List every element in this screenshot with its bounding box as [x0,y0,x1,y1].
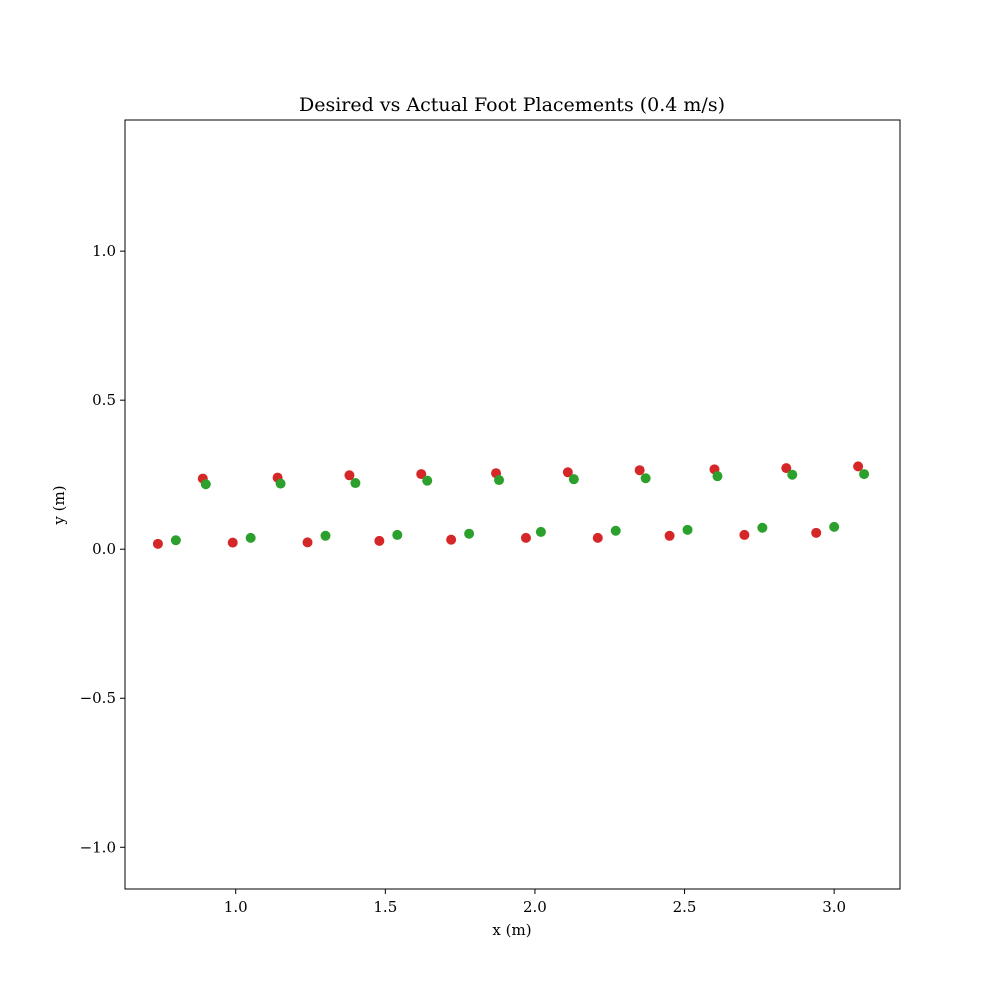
data-point [170,535,181,546]
data-point [520,532,531,543]
x-axis: 1.0 1.5 2.0 2.5 3.0 [224,889,846,916]
y-tick-label: 1.0 [92,242,116,260]
data-point [535,526,546,537]
data-point [446,534,457,545]
data-point [320,530,331,541]
x-tick-label: 1.5 [373,898,397,916]
y-axis: −1.0 −0.5 0.0 0.5 1.0 [80,242,125,856]
data-point [859,469,870,480]
data-point [302,537,313,548]
plot-area [152,461,870,549]
data-point [739,529,750,540]
data-point [200,479,211,490]
data-point [344,470,355,481]
x-axis-label: x (m) [492,921,531,939]
data-point [568,474,579,485]
x-tick-label: 2.0 [523,898,547,916]
data-point [634,465,645,476]
x-tick-label: 2.5 [673,898,697,916]
series-1 [152,461,864,549]
data-point [787,469,798,480]
x-tick-label: 1.0 [224,898,248,916]
data-point [592,532,603,543]
data-point [227,537,238,548]
y-tick-label: 0.5 [92,391,116,409]
data-point [152,538,163,549]
data-point [781,463,792,474]
x-tick-label: 3.0 [822,898,846,916]
chart-title: Desired vs Actual Foot Placements (0.4 m… [299,94,725,116]
data-point [853,461,864,472]
data-point [416,469,427,480]
data-point [610,525,621,536]
y-tick-label: −1.0 [80,838,116,856]
data-point [350,478,361,489]
data-point [811,527,822,538]
series-2 [170,469,870,546]
data-point [712,471,723,482]
data-point [392,529,403,540]
data-point [640,473,651,484]
data-point [245,532,256,543]
y-tick-label: 0.0 [92,540,116,558]
data-point [374,535,385,546]
data-point [464,528,475,539]
plot-frame [124,119,901,890]
data-point [829,521,840,532]
data-point [562,467,573,478]
data-point [494,475,505,486]
data-point [682,524,693,535]
data-point [422,475,433,486]
data-point [757,522,768,533]
data-point [664,530,675,541]
data-point [275,478,286,489]
y-axis-label: y (m) [50,485,68,525]
y-tick-label: −0.5 [80,689,116,707]
